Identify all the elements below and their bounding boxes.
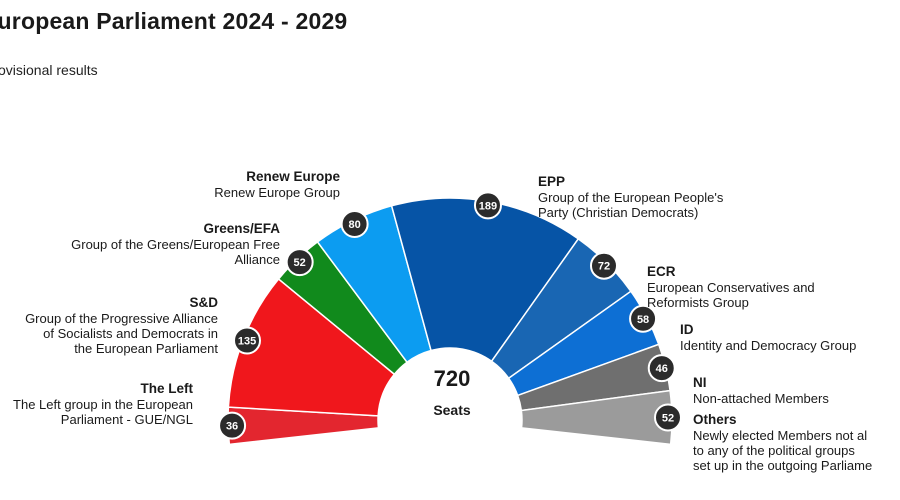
- svg-text:52: 52: [662, 413, 674, 425]
- label-s-and-d: S&D Group of the Progressive Alliance of…: [25, 294, 218, 356]
- label-others: Others Newly elected Members not al to a…: [693, 411, 872, 473]
- total-seats-value: 720: [433, 366, 471, 391]
- seat-badge-ecr: 72: [589, 251, 618, 280]
- label-abbr: Greens/EFA: [203, 221, 280, 236]
- total-seats-caption: Seats: [433, 402, 471, 418]
- seat-badge-s-d: 135: [233, 326, 262, 355]
- label-full-name: Identity and Democracy Group: [680, 338, 857, 353]
- svg-text:36: 36: [226, 421, 238, 433]
- label-full-name: Group of the Greens/European Free Allian…: [71, 237, 280, 267]
- seat-badge-greens-efa: 52: [285, 248, 314, 277]
- label-abbr: NI: [693, 375, 707, 390]
- label-abbr: ID: [680, 322, 694, 337]
- svg-text:72: 72: [598, 261, 610, 273]
- label-epp: EPP Group of the European People's Party…: [538, 173, 723, 220]
- chart-title: European Parliament 2024 - 2029: [0, 8, 348, 34]
- label-full-name: Group of the European People's Party (Ch…: [538, 190, 724, 220]
- label-full-name: Newly elected Members not al to any of t…: [693, 428, 873, 473]
- svg-text:58: 58: [637, 314, 649, 326]
- label-greens-efa: Greens/EFA Group of the Greens/European …: [71, 220, 280, 267]
- svg-text:80: 80: [348, 219, 360, 231]
- chart-subtitle: Provisional results: [0, 62, 98, 78]
- label-id: ID Identity and Democracy Group: [680, 321, 856, 353]
- label-renew-europe: Renew Europe Renew Europe Group: [214, 168, 340, 200]
- seat-badge-id: 58: [629, 304, 658, 333]
- label-full-name: Non-attached Members: [693, 391, 829, 406]
- seat-badge-epp: 189: [473, 191, 502, 220]
- label-abbr: ECR: [647, 264, 676, 279]
- label-the-left: The Left The Left group in the European …: [13, 380, 193, 427]
- label-ni: NI Non-attached Members: [693, 374, 829, 406]
- label-abbr: EPP: [538, 174, 566, 189]
- svg-text:46: 46: [656, 363, 668, 375]
- seat-slice-epp: [390, 197, 580, 363]
- seat-badge-renew-europe: 80: [340, 209, 369, 238]
- seat-badge-the-left: 36: [218, 411, 247, 440]
- seat-slice-s-d: [227, 277, 396, 417]
- label-abbr: Others: [693, 412, 737, 427]
- label-full-name: The Left group in the European Parliamen…: [13, 397, 193, 427]
- label-ecr: ECR European Conservatives and Reformist…: [647, 263, 815, 310]
- label-full-name: Renew Europe Group: [214, 185, 340, 200]
- svg-text:52: 52: [294, 257, 306, 269]
- seat-badge-ni: 46: [647, 354, 676, 383]
- label-full-name: Group of the Progressive Alliance of Soc…: [25, 311, 218, 356]
- svg-text:135: 135: [238, 336, 256, 348]
- center-hole: [379, 349, 521, 491]
- label-abbr: The Left: [140, 381, 194, 396]
- label-abbr: Renew Europe: [246, 169, 340, 184]
- label-full-name: European Conservatives and Reformists Gr…: [647, 280, 815, 310]
- svg-text:189: 189: [479, 200, 497, 212]
- label-abbr: S&D: [189, 295, 218, 310]
- seat-badge-others: 52: [653, 403, 682, 432]
